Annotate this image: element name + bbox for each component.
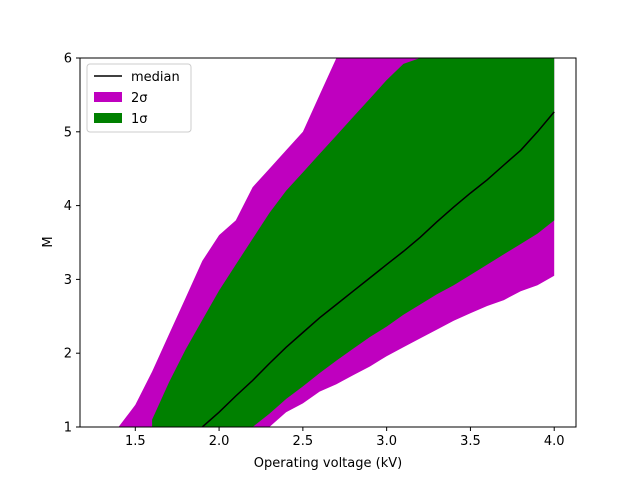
y-tick-label: 6 bbox=[64, 52, 72, 67]
x-axis-ticks: 1.5 2.0 2.5 3.0 3.5 4.0 bbox=[125, 427, 565, 449]
legend-2sigma-swatch bbox=[94, 92, 122, 102]
y-axis-label: M bbox=[41, 236, 56, 247]
x-tick-label: 2.5 bbox=[293, 434, 314, 449]
x-tick-label: 3.0 bbox=[376, 434, 397, 449]
plot-area bbox=[118, 58, 555, 427]
y-axis-ticks: 1 2 3 4 5 6 bbox=[64, 52, 80, 436]
y-tick-label: 4 bbox=[64, 199, 72, 214]
y-tick-label: 1 bbox=[64, 421, 72, 436]
x-tick-label: 3.5 bbox=[460, 434, 481, 449]
legend-1sigma-swatch bbox=[94, 113, 122, 123]
x-tick-label: 2.0 bbox=[209, 434, 230, 449]
legend: median 2σ 1σ bbox=[86, 63, 192, 133]
y-tick-label: 5 bbox=[64, 125, 72, 140]
x-tick-label: 1.5 bbox=[125, 434, 146, 449]
x-axis-label: Operating voltage (kV) bbox=[254, 456, 402, 471]
legend-1sigma-label: 1σ bbox=[131, 112, 148, 127]
y-tick-label: 2 bbox=[64, 347, 72, 362]
legend-median-label: median bbox=[131, 70, 180, 85]
band-1sigma bbox=[152, 58, 555, 427]
legend-2sigma-label: 2σ bbox=[131, 91, 148, 106]
x-tick-label: 4.0 bbox=[544, 434, 565, 449]
plot-frame bbox=[79, 57, 577, 428]
median-line bbox=[201, 111, 555, 427]
y-tick-label: 3 bbox=[64, 273, 72, 288]
